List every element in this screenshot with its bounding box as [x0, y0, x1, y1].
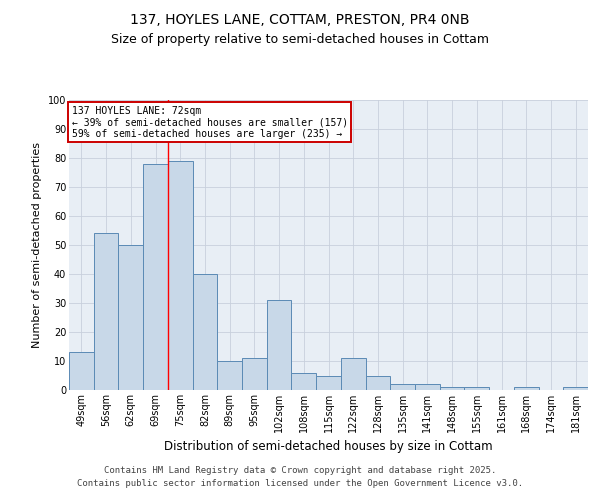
Bar	[563, 387, 588, 390]
Bar	[168, 161, 193, 390]
Bar	[69, 352, 94, 390]
Bar	[514, 387, 539, 390]
Bar	[242, 358, 267, 390]
Bar	[316, 376, 341, 390]
Bar	[193, 274, 217, 390]
Text: Size of property relative to semi-detached houses in Cottam: Size of property relative to semi-detach…	[111, 32, 489, 46]
Bar	[292, 372, 316, 390]
Text: Contains HM Land Registry data © Crown copyright and database right 2025.
Contai: Contains HM Land Registry data © Crown c…	[77, 466, 523, 487]
Bar	[365, 376, 390, 390]
X-axis label: Distribution of semi-detached houses by size in Cottam: Distribution of semi-detached houses by …	[164, 440, 493, 454]
Bar	[440, 387, 464, 390]
Y-axis label: Number of semi-detached properties: Number of semi-detached properties	[32, 142, 42, 348]
Text: 137, HOYLES LANE, COTTAM, PRESTON, PR4 0NB: 137, HOYLES LANE, COTTAM, PRESTON, PR4 0…	[130, 12, 470, 26]
Bar	[118, 245, 143, 390]
Bar	[390, 384, 415, 390]
Text: 137 HOYLES LANE: 72sqm
← 39% of semi-detached houses are smaller (157)
59% of se: 137 HOYLES LANE: 72sqm ← 39% of semi-det…	[71, 106, 348, 139]
Bar	[217, 361, 242, 390]
Bar	[94, 234, 118, 390]
Bar	[267, 300, 292, 390]
Bar	[341, 358, 365, 390]
Bar	[415, 384, 440, 390]
Bar	[464, 387, 489, 390]
Bar	[143, 164, 168, 390]
